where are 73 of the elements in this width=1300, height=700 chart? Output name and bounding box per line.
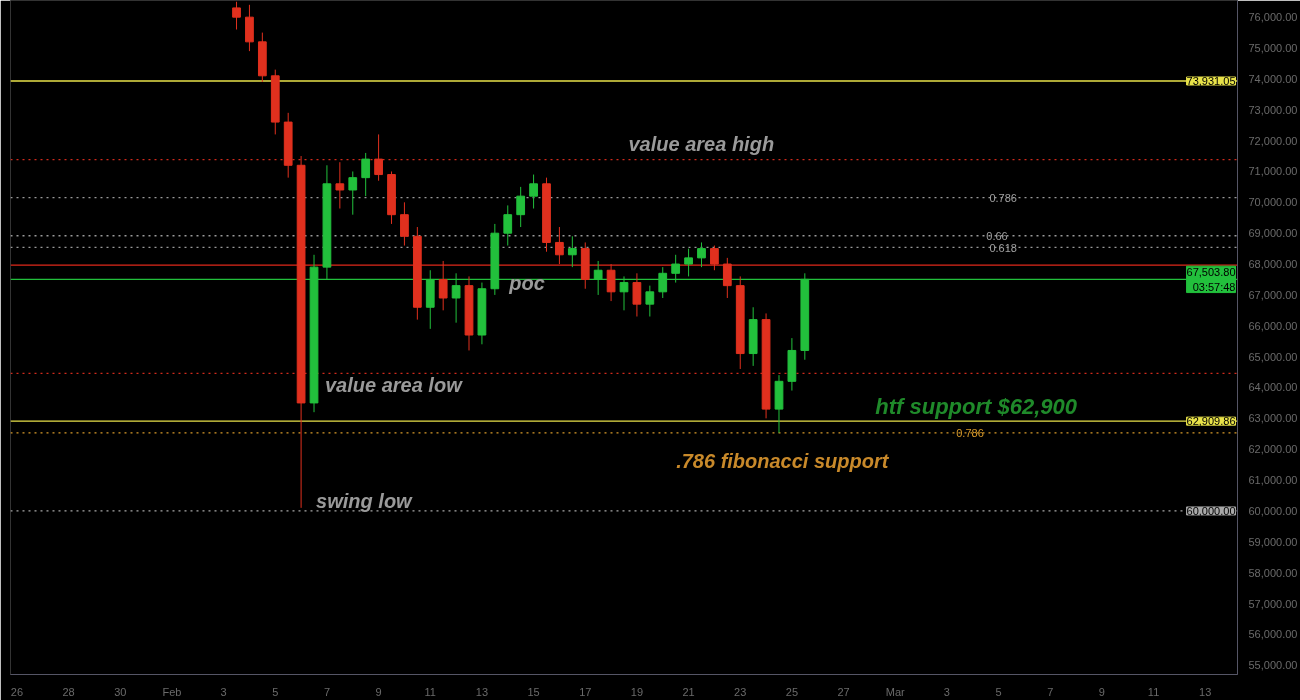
ref-line-label: 67,503.80 03:57:48 xyxy=(1186,266,1236,293)
x-tick-label: 11 xyxy=(1147,685,1160,698)
candlestick xyxy=(632,272,642,318)
x-tick-label: 13 xyxy=(475,685,489,698)
annotation: 0.66 xyxy=(986,229,1008,242)
x-tick-label: 17 xyxy=(579,685,592,698)
x-tick-label: 26 xyxy=(10,685,24,698)
x-tick-label: 19 xyxy=(630,685,644,698)
candlestick xyxy=(684,248,693,277)
y-tick-label: 71,000.00 xyxy=(1248,165,1298,178)
x-tick-label: Mar xyxy=(885,685,906,698)
candlestick xyxy=(645,285,655,318)
y-tick-label: 61,000.00 xyxy=(1248,474,1298,487)
candlestick xyxy=(374,133,383,182)
y-tick-label: 76,000.00 xyxy=(1248,11,1298,24)
annotation: value area low xyxy=(324,373,464,396)
candlestick xyxy=(348,170,358,216)
annotation: 0.618 xyxy=(989,241,1017,254)
x-tick-label: 3 xyxy=(943,685,950,698)
y-tick-label: 65,000.00 xyxy=(1248,350,1298,363)
x-tick-label: 28 xyxy=(62,685,75,698)
y-tick-label: 67,000.00 xyxy=(1248,288,1298,301)
y-tick-label: 75,000.00 xyxy=(1248,42,1298,55)
candlestick xyxy=(335,161,345,209)
candlestick xyxy=(400,201,409,247)
y-tick-label: 73,000.00 xyxy=(1248,103,1298,116)
x-tick-label: 7 xyxy=(323,685,330,698)
y-tick-label: 64,000.00 xyxy=(1248,381,1298,394)
x-tick-label: 3 xyxy=(220,685,227,698)
annotation: value area high xyxy=(628,133,775,156)
x-tick-label: 15 xyxy=(527,685,540,698)
x-tick-label: 9 xyxy=(1098,685,1105,698)
annotation: swing low xyxy=(316,489,414,512)
candlestick xyxy=(361,152,371,197)
y-tick-label: 58,000.00 xyxy=(1248,566,1298,579)
x-tick-label: 9 xyxy=(375,685,382,698)
y-tick-label: 59,000.00 xyxy=(1248,535,1298,548)
y-tick-label: 70,000.00 xyxy=(1248,196,1298,209)
y-tick-label: 74,000.00 xyxy=(1248,72,1298,85)
y-tick-label: 57,000.00 xyxy=(1248,597,1298,610)
ref-line-label: 62,909.86 xyxy=(1186,415,1236,428)
y-tick-label: 72,000.00 xyxy=(1248,134,1298,147)
annotation: htf support $62,900 xyxy=(875,394,1078,420)
y-tick-label: 55,000.00 xyxy=(1248,659,1298,672)
y-tick-label: 56,000.00 xyxy=(1248,628,1298,641)
y-tick-label: 62,000.00 xyxy=(1248,443,1298,456)
candlestick xyxy=(503,204,513,247)
y-tick-label: 66,000.00 xyxy=(1248,319,1298,332)
x-tick-label: 13 xyxy=(1199,685,1212,698)
y-tick-label: 60,000.00 xyxy=(1248,504,1298,517)
y-tick-label: 63,000.00 xyxy=(1248,412,1298,425)
y-tick-label: 69,000.00 xyxy=(1248,227,1298,240)
x-tick-label: 11 xyxy=(424,685,436,698)
x-tick-label: 7 xyxy=(1047,685,1054,698)
annotation: 0.786 xyxy=(956,427,984,440)
ref-line-label: 60,000.00 xyxy=(1186,504,1236,517)
candlestick xyxy=(529,174,538,209)
candlestick xyxy=(516,186,526,228)
x-tick-label: 5 xyxy=(272,685,279,698)
x-tick-label: 25 xyxy=(785,685,799,698)
y-tick-label: 68,000.00 xyxy=(1248,258,1298,271)
candlestick xyxy=(567,235,577,268)
x-tick-label: 30 xyxy=(114,685,127,698)
annotation: 0.786 xyxy=(989,191,1017,204)
x-tick-label: Feb xyxy=(162,685,182,698)
x-tick-label: 5 xyxy=(995,685,1002,698)
x-tick-label: 27 xyxy=(837,685,850,698)
candlestick xyxy=(232,1,241,31)
x-tick-label: 23 xyxy=(734,685,747,698)
annotation: .786 fibonacci support xyxy=(676,449,890,472)
x-tick-label: 21 xyxy=(682,685,695,698)
candlestick xyxy=(697,241,706,268)
ref-line-label: 73,931.05 xyxy=(1186,75,1236,88)
